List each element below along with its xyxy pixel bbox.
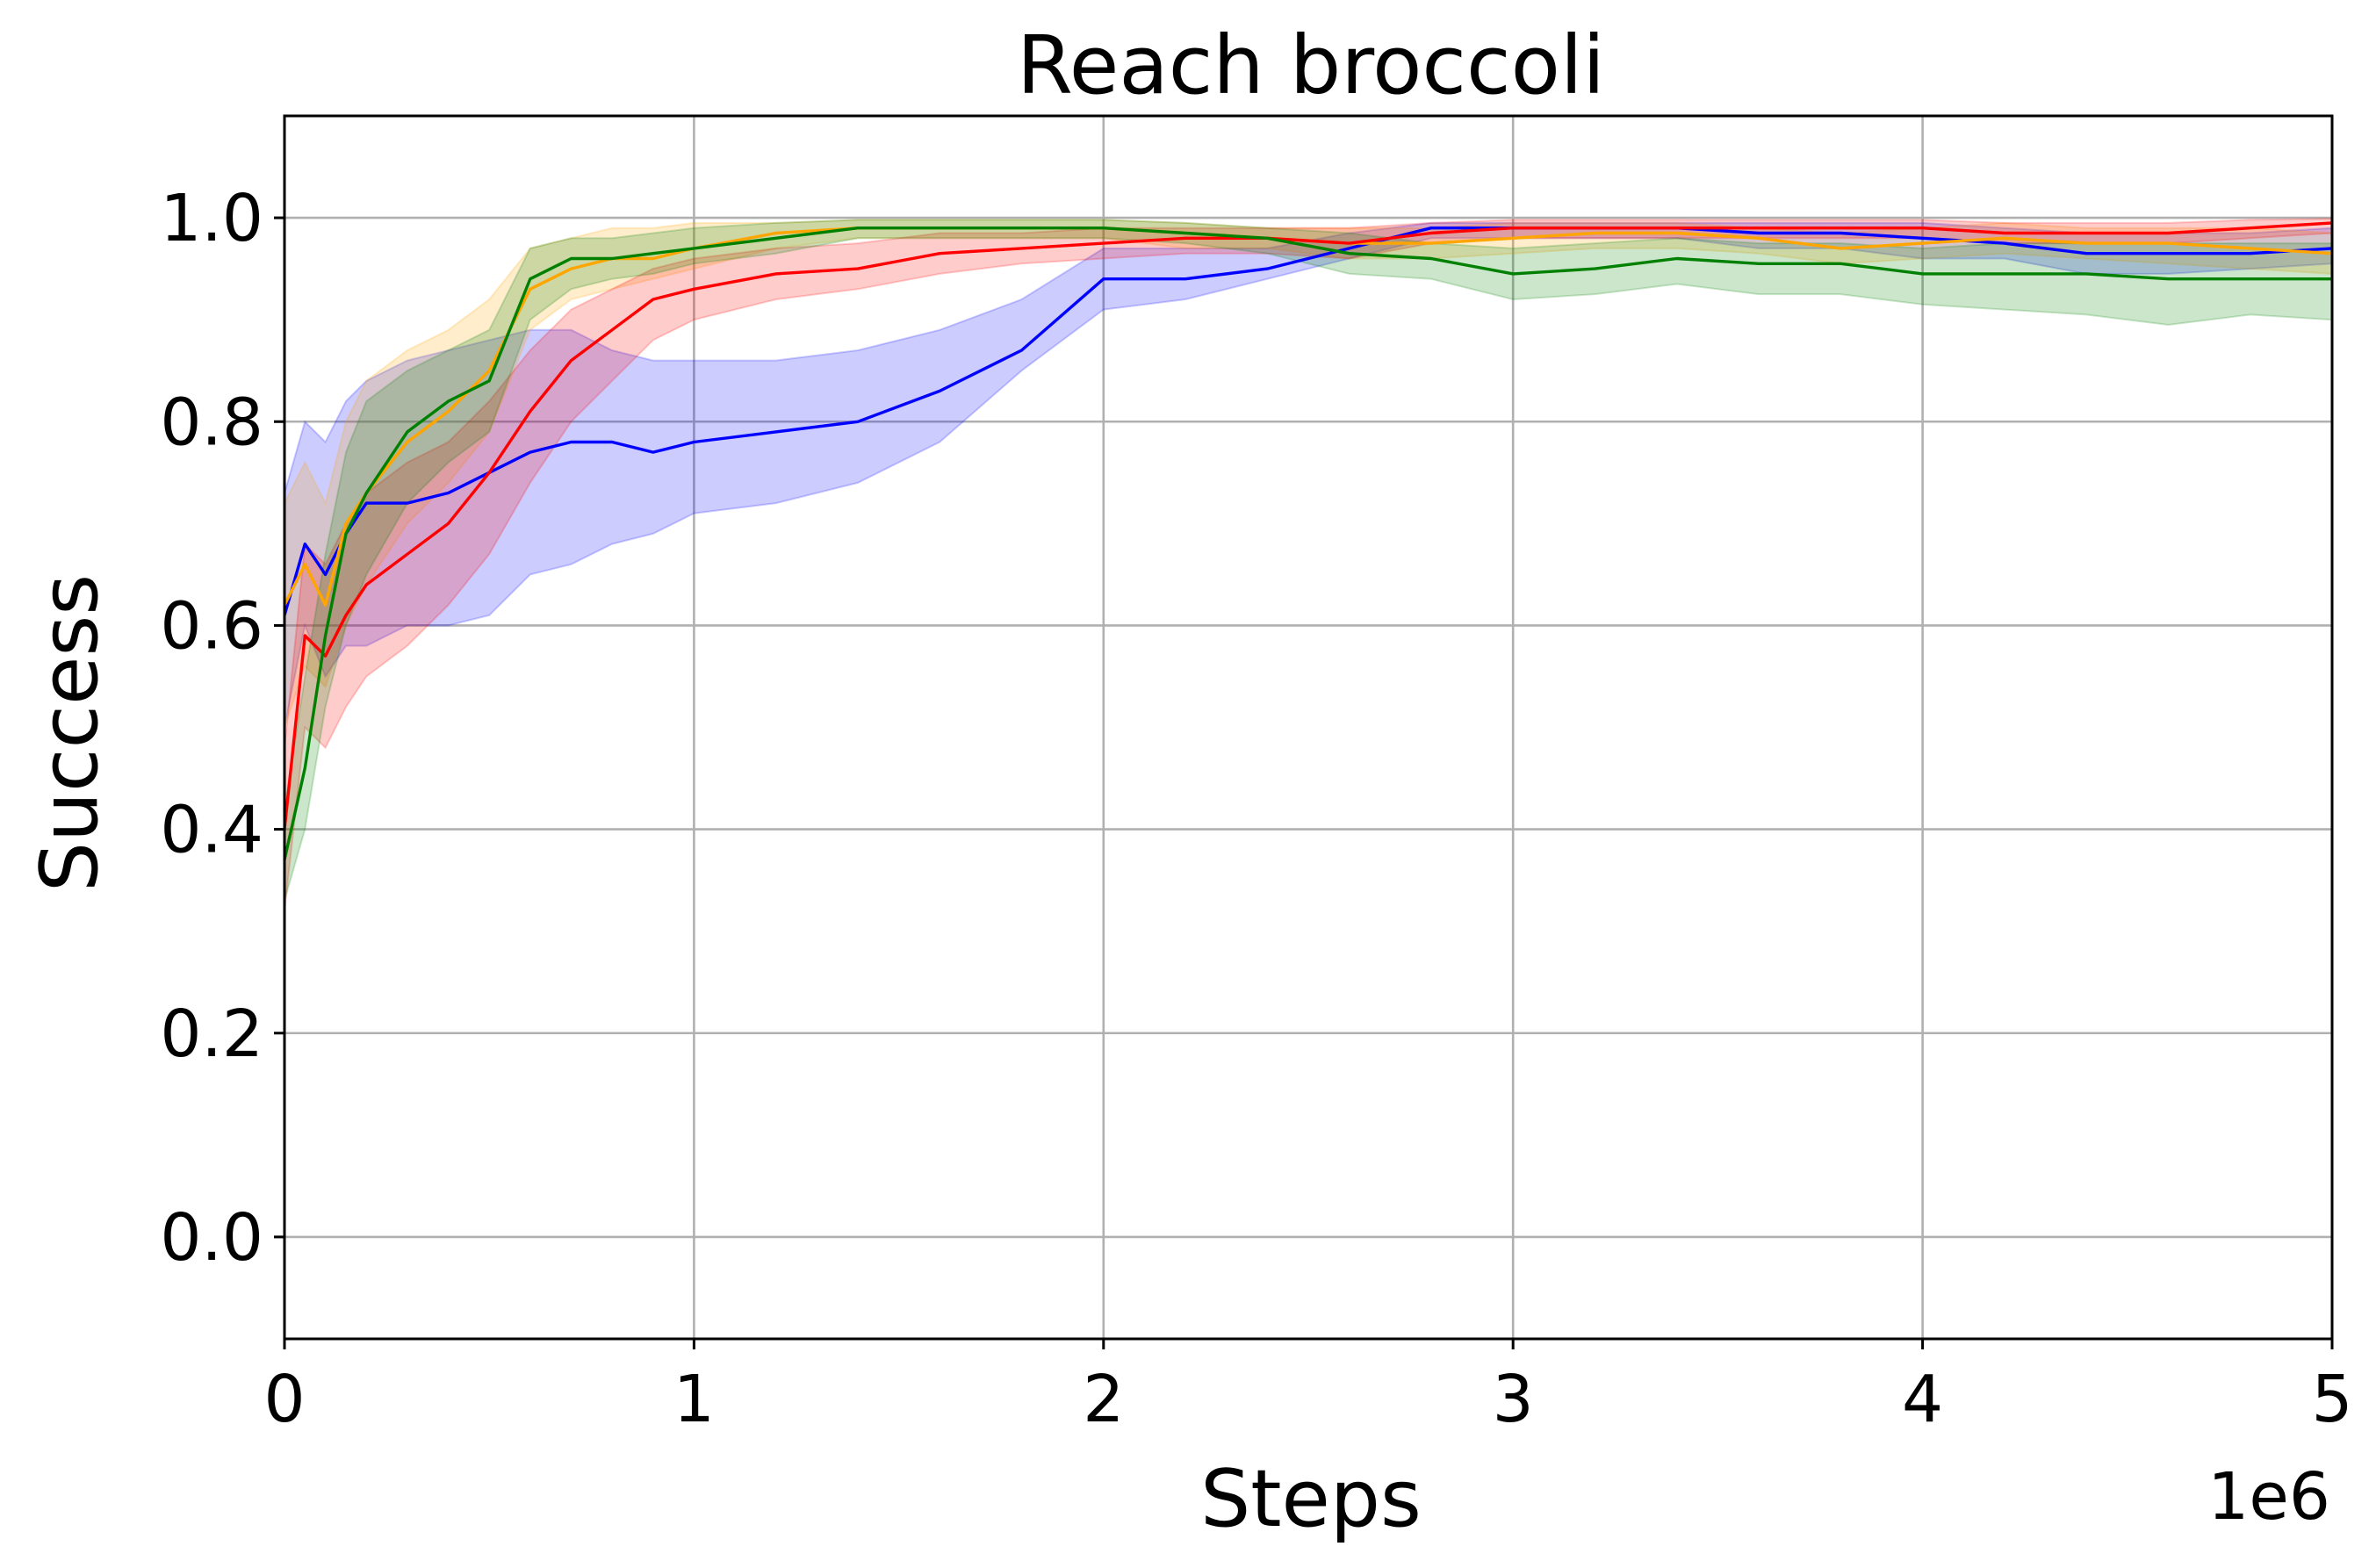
series-line-0 — [283, 227, 2333, 616]
chart-title: Reach broccoli — [1017, 18, 1605, 112]
x-tick-label: 4 — [1902, 1362, 1943, 1437]
y-tick-label: 0.4 — [160, 793, 263, 868]
y-tick-label: 0.8 — [160, 385, 263, 460]
y-axis-ticks: 0.0 0.2 0.4 0.6 0.8 1.0 — [160, 181, 284, 1276]
x-axis-ticks: 0 1 2 3 4 5 — [263, 1339, 2353, 1437]
x-tick-label: 2 — [1083, 1362, 1124, 1437]
y-tick-label: 0.0 — [160, 1200, 263, 1276]
y-axis-title: Success — [24, 574, 116, 892]
y-tick-label: 0.6 — [160, 588, 263, 664]
x-tick-label: 3 — [1493, 1362, 1534, 1437]
y-tick-label: 1.0 — [160, 181, 263, 256]
series-band-2 — [284, 218, 2333, 911]
x-axis-title: Steps — [1200, 1453, 1422, 1545]
series-line-3 — [283, 227, 2332, 860]
x-tick-label: 1 — [673, 1362, 715, 1437]
x-tick-label: 0 — [263, 1362, 305, 1437]
plot-frame — [283, 114, 2334, 1341]
x-tick-label: 5 — [2311, 1362, 2352, 1437]
y-tick-label: 0.2 — [160, 996, 263, 1072]
series-bands — [284, 218, 2333, 911]
series-lines — [283, 221, 2333, 860]
x-axis-offset-label: 1e6 — [2207, 1459, 2330, 1535]
series-line-2 — [283, 221, 2333, 830]
